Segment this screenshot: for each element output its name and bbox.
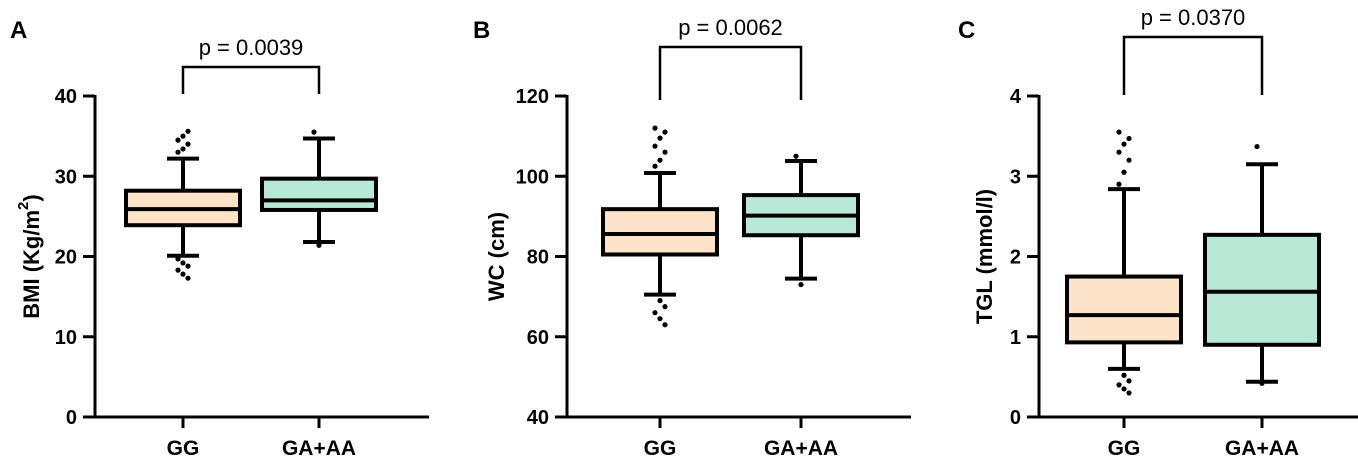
outlier-point [662, 149, 668, 155]
outlier-point [185, 263, 191, 269]
outlier-point [180, 260, 186, 266]
y-tick-label: 1 [1010, 327, 1021, 349]
box-GG [124, 128, 242, 281]
y-tick-label: 40 [55, 86, 77, 108]
outlier-point [657, 298, 663, 304]
outlier-point [1121, 141, 1127, 147]
y-tick-label: 3 [1010, 166, 1021, 188]
x-tick-label: GG [1108, 437, 1141, 460]
panel-C: C 0 1 2 3 4 GG GA+AA TGL (mmol/l) p = 0.0370 [958, 5, 1358, 460]
y-axis-title: TGL (mmol/l) [972, 189, 997, 324]
outlier-point [1126, 135, 1132, 142]
outlier-point [1116, 149, 1122, 155]
outlier-point [652, 143, 658, 149]
panel-A: A 0 10 20 30 40 GG GA+AA BMI (Kg/m2) p = 0.0039 [10, 17, 429, 460]
outlier-point [185, 275, 191, 281]
box-GG [1065, 129, 1183, 396]
outlier-point [798, 281, 804, 288]
outlier-point [1116, 129, 1122, 135]
outlier-point [1126, 390, 1132, 396]
panel-letter: C [958, 17, 975, 44]
outlier-point [662, 304, 668, 310]
box-GA+AA [742, 153, 860, 288]
p-value-label: p = 0.0062 [678, 15, 783, 40]
outlier-point [180, 146, 186, 152]
box-iqr [1065, 274, 1183, 345]
outlier-point [311, 129, 317, 135]
box-iqr [601, 207, 719, 257]
outlier-point [1116, 181, 1122, 187]
box-iqr [1203, 232, 1321, 347]
y-tick-label: 0 [66, 407, 77, 429]
outlier-point [175, 149, 181, 155]
y-tick-label: 4 [1010, 86, 1022, 108]
outlier-point [1116, 382, 1122, 388]
outlier-point [175, 267, 181, 273]
p-value-label: p = 0.0039 [199, 35, 304, 60]
outlier-point [1254, 143, 1260, 150]
box-GG [601, 125, 719, 328]
outlier-point [1126, 378, 1132, 384]
y-tick-label: 20 [55, 247, 77, 269]
x-tick-label: GA+AA [1225, 437, 1299, 460]
outlier-point [175, 256, 181, 262]
y-tick-label: 40 [527, 407, 549, 429]
y-tick-label: 60 [527, 327, 549, 349]
y-tick-label: 0 [1010, 407, 1021, 429]
outlier-point [1259, 380, 1265, 386]
significance-bracket [658, 45, 803, 100]
outlier-point [657, 157, 663, 163]
y-axis-title: WC (cm) [484, 212, 509, 301]
box-GA+AA [260, 129, 378, 248]
x-tick-label: GG [167, 437, 200, 460]
panel-B: B 40 60 80 100 120 GG GA+AA WC (cm) p = 0.0062 [473, 15, 911, 460]
box-GA+AA [1203, 143, 1321, 386]
outlier-point [662, 129, 668, 135]
y-tick-label: 30 [55, 166, 77, 188]
box-iqr [260, 176, 378, 212]
outlier-point [1121, 169, 1127, 175]
outlier-point [316, 242, 322, 248]
outlier-point [1121, 372, 1127, 378]
outlier-point [185, 141, 191, 147]
outlier-point [180, 133, 186, 139]
outlier-point [185, 128, 191, 134]
outlier-point [652, 310, 658, 316]
outlier-point [1126, 157, 1132, 163]
outlier-point [652, 163, 658, 169]
y-axis-title: BMI (Kg/m2) [15, 194, 43, 318]
x-tick-label: GA+AA [282, 437, 356, 460]
panel-letter: A [10, 17, 27, 44]
y-tick-label: 80 [527, 247, 549, 269]
significance-bracket [181, 65, 321, 94]
x-tick-label: GG [644, 437, 677, 460]
y-tick-label: 100 [516, 166, 549, 188]
p-value-label: p = 0.0370 [1141, 5, 1246, 30]
outlier-point [657, 316, 663, 322]
outlier-point [175, 137, 181, 143]
outlier-point [657, 135, 663, 141]
y-tick-label: 10 [55, 327, 77, 349]
y-tick-label: 2 [1010, 247, 1021, 269]
significance-bracket [1122, 35, 1264, 95]
outlier-point [180, 271, 186, 277]
outlier-point [652, 125, 658, 131]
y-tick-label: 120 [516, 86, 549, 108]
panel-letter: B [473, 17, 490, 44]
outlier-point [1121, 386, 1127, 392]
outlier-point [793, 153, 799, 159]
outlier-point [662, 322, 668, 328]
x-tick-label: GA+AA [764, 437, 838, 460]
